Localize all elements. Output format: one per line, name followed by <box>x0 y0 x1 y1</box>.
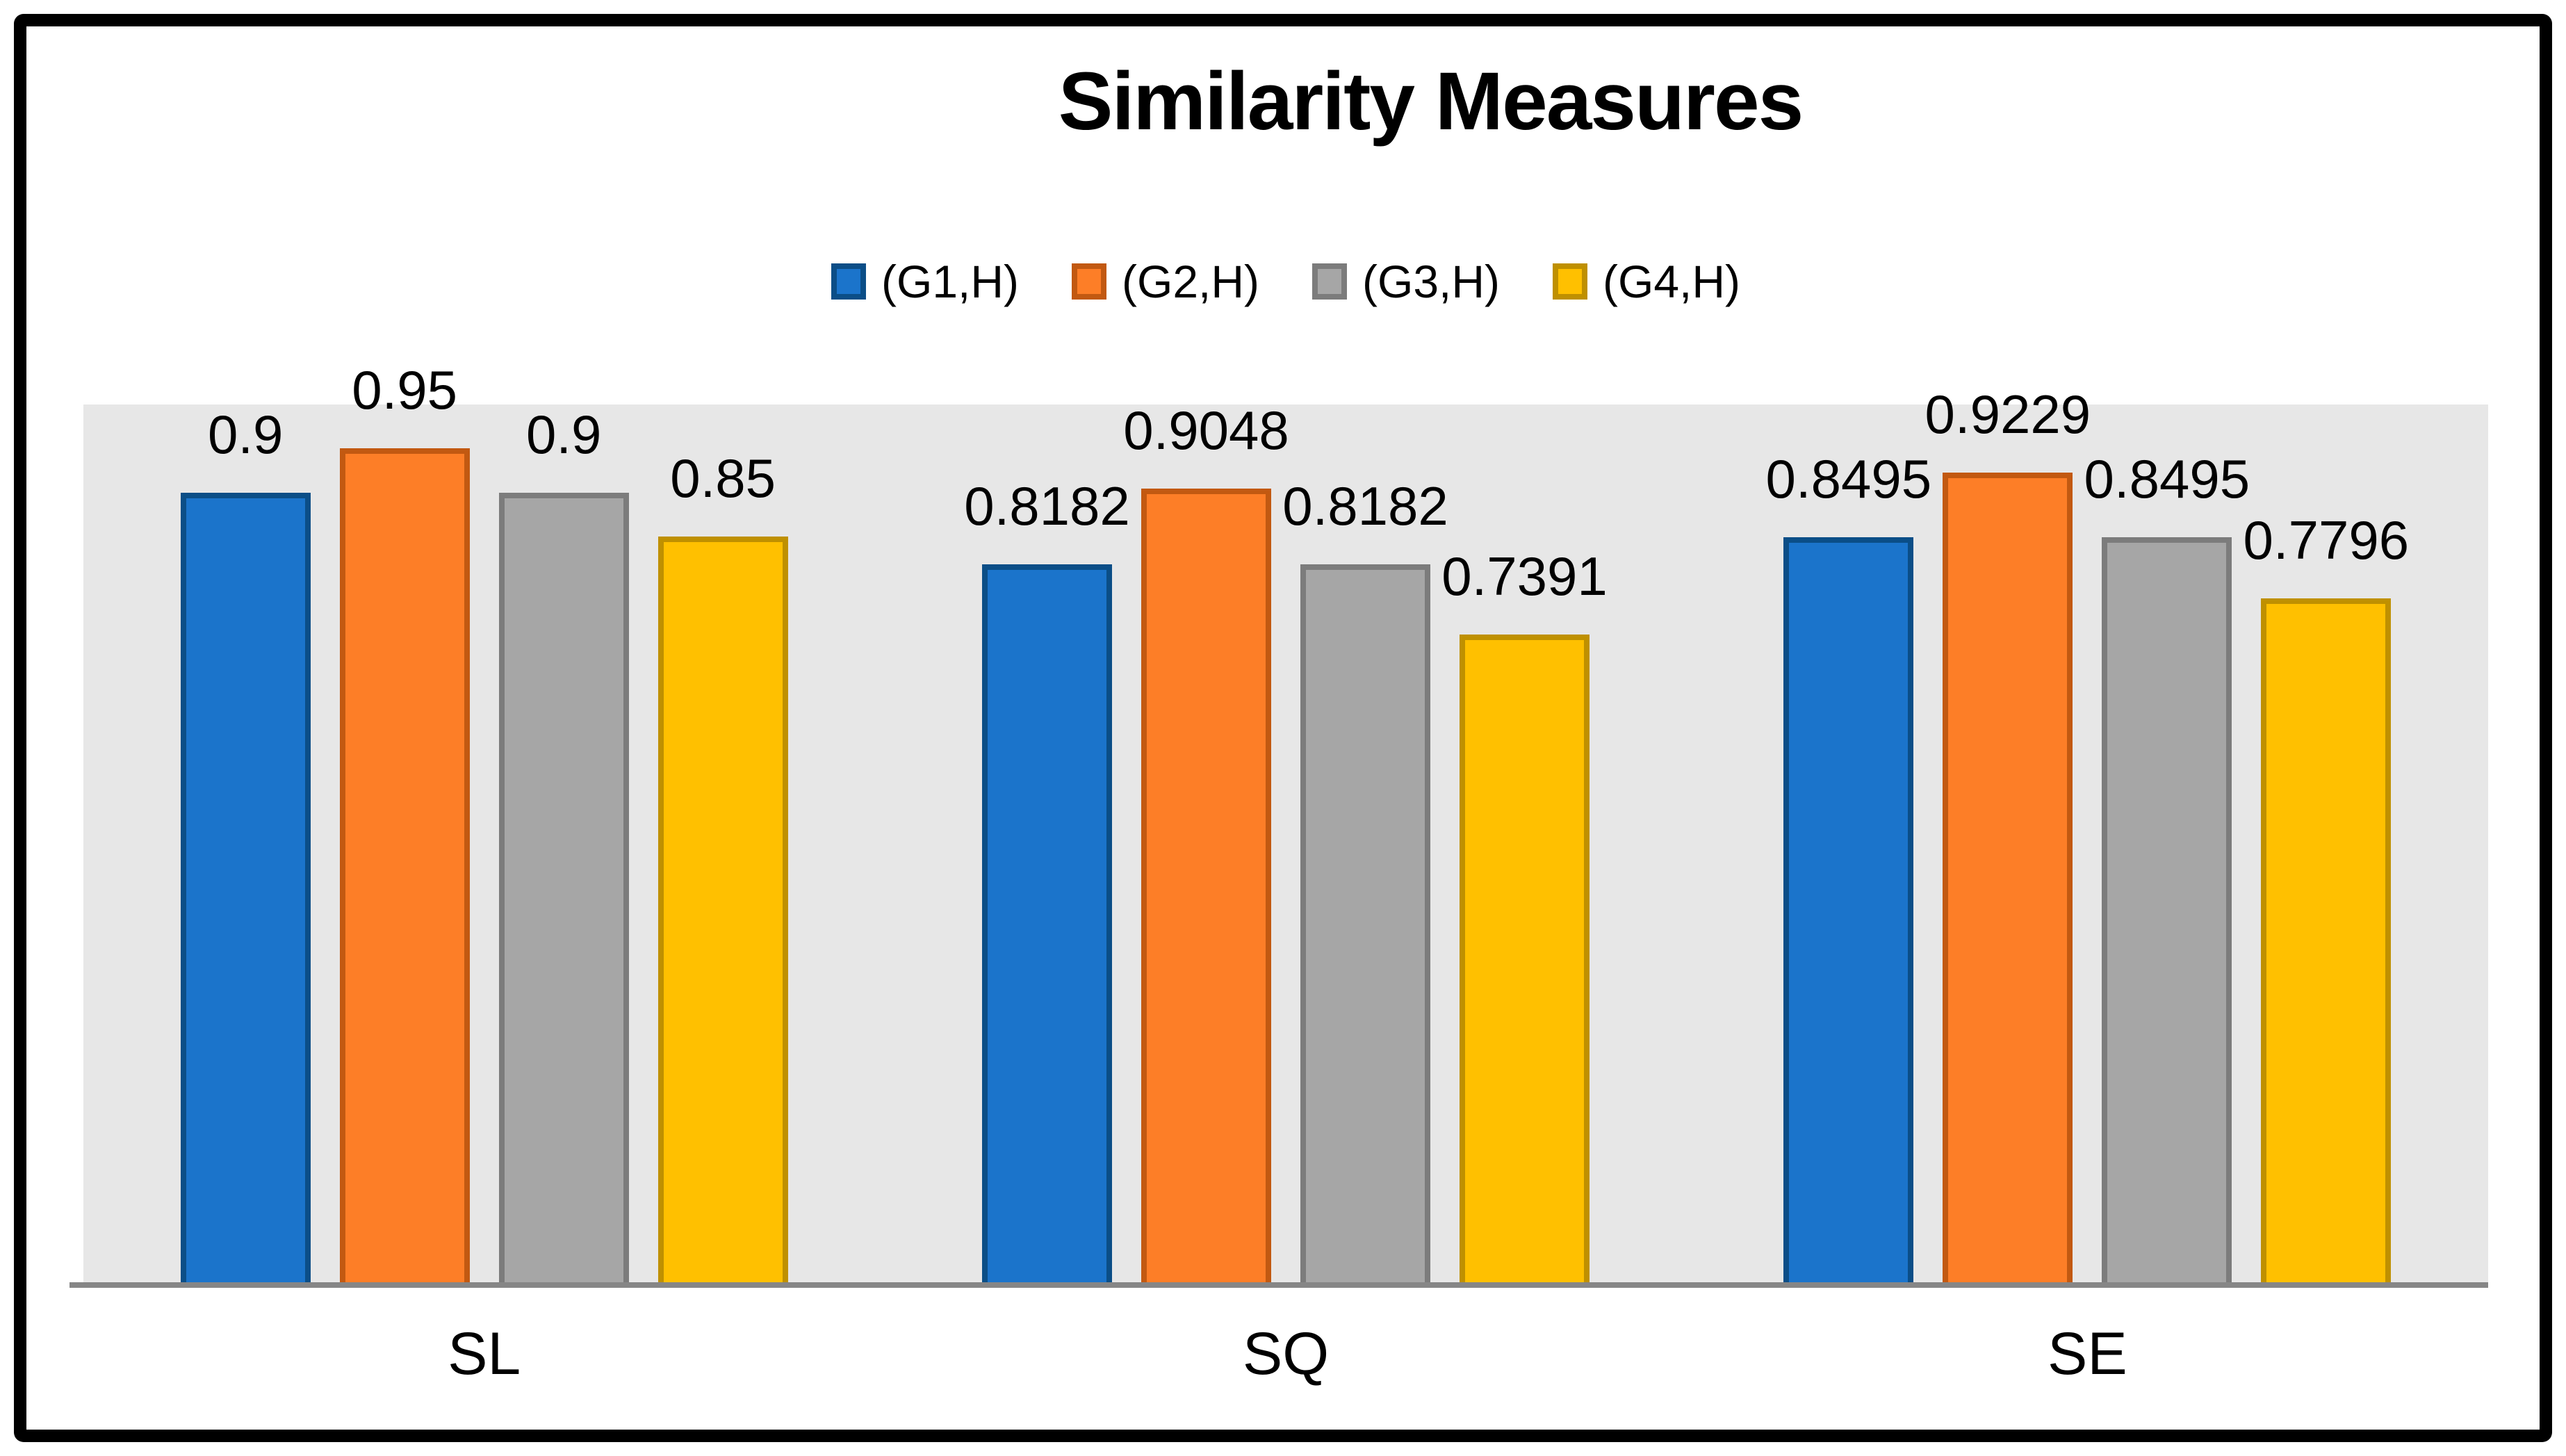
bar <box>1943 473 2073 1285</box>
bar <box>339 448 470 1285</box>
bar-value-label: 0.9 <box>207 404 284 465</box>
bar-value-label: 0.7391 <box>1441 546 1608 607</box>
bar-column: 0.8182 <box>964 404 1130 1285</box>
legend-label: (G1,H) <box>881 256 1019 307</box>
bar-value-label: 0.9 <box>525 404 602 465</box>
bar <box>498 493 629 1285</box>
bar-value-label: 0.85 <box>670 448 776 509</box>
legend-item: (G4,H) <box>1553 259 1740 304</box>
legend-label: (G4,H) <box>1603 256 1740 307</box>
bar-value-label: 0.9229 <box>1924 384 2091 445</box>
bar-column: 0.7391 <box>1441 404 1608 1285</box>
bar-group: 0.9 0.95 0.9 0.85 <box>83 363 885 1285</box>
bar-column: 0.9048 <box>1123 403 1289 1285</box>
bar-column: 0.9 <box>180 404 311 1285</box>
bar <box>1783 537 1914 1285</box>
bar-column: 0.85 <box>657 404 788 1285</box>
category-axis: SL SQ SE <box>83 1324 2488 1384</box>
legend-swatch <box>1553 263 1587 300</box>
bar <box>1300 564 1430 1285</box>
bar-column: 0.7796 <box>2244 404 2409 1285</box>
legend-swatch <box>1072 263 1106 300</box>
legend-item: (G1,H) <box>831 259 1019 304</box>
legend-swatch <box>831 263 866 300</box>
legend-label: (G3,H) <box>1362 256 1500 307</box>
bar-value-label: 0.7796 <box>2243 509 2410 571</box>
bar-value-label: 0.9048 <box>1123 400 1289 461</box>
bar-group: 0.8495 0.9229 0.8495 0.7796 <box>1687 387 2488 1285</box>
bar-column: 0.9 <box>498 404 629 1285</box>
bar-value-label: 0.8182 <box>1282 475 1448 537</box>
bar <box>1141 489 1271 1285</box>
bar <box>1459 635 1590 1285</box>
legend-label: (G2,H) <box>1122 256 1259 307</box>
bar-column: 0.8495 <box>1766 404 1931 1285</box>
bar-value-label: 0.8182 <box>964 475 1130 537</box>
legend-swatch <box>1312 263 1347 300</box>
bar <box>180 493 311 1285</box>
bar <box>981 564 1112 1285</box>
category-label: SL <box>448 1320 521 1387</box>
legend-item: (G2,H) <box>1072 259 1259 304</box>
bar <box>2102 537 2232 1285</box>
bar-column: 0.95 <box>339 363 470 1285</box>
bar-column: 0.8495 <box>2084 404 2250 1285</box>
category-label: SQ <box>1242 1320 1330 1387</box>
bar-value-label: 0.95 <box>352 359 458 420</box>
bar <box>657 537 788 1285</box>
chart-title: Similarity Measures <box>1058 56 1804 147</box>
plot-area: 0.9 0.95 0.9 0.85 0.8182 0.9048 0.8182 0.7391 0.… <box>70 363 2488 1288</box>
legend: (G1,H) (G2,H) (G3,H) (G4,H) <box>83 259 2488 304</box>
bar-column: 0.8182 <box>1282 404 1448 1285</box>
bar <box>2261 598 2392 1285</box>
bar-group: 0.8182 0.9048 0.8182 0.7391 <box>885 403 1686 1285</box>
bar-value-label: 0.8495 <box>1765 448 1932 509</box>
bar-column: 0.9229 <box>1925 387 2091 1285</box>
category-label: SE <box>2047 1320 2127 1387</box>
x-axis-line <box>70 1282 2488 1288</box>
legend-item: (G3,H) <box>1312 259 1500 304</box>
bar-value-label: 0.8495 <box>2084 448 2250 509</box>
